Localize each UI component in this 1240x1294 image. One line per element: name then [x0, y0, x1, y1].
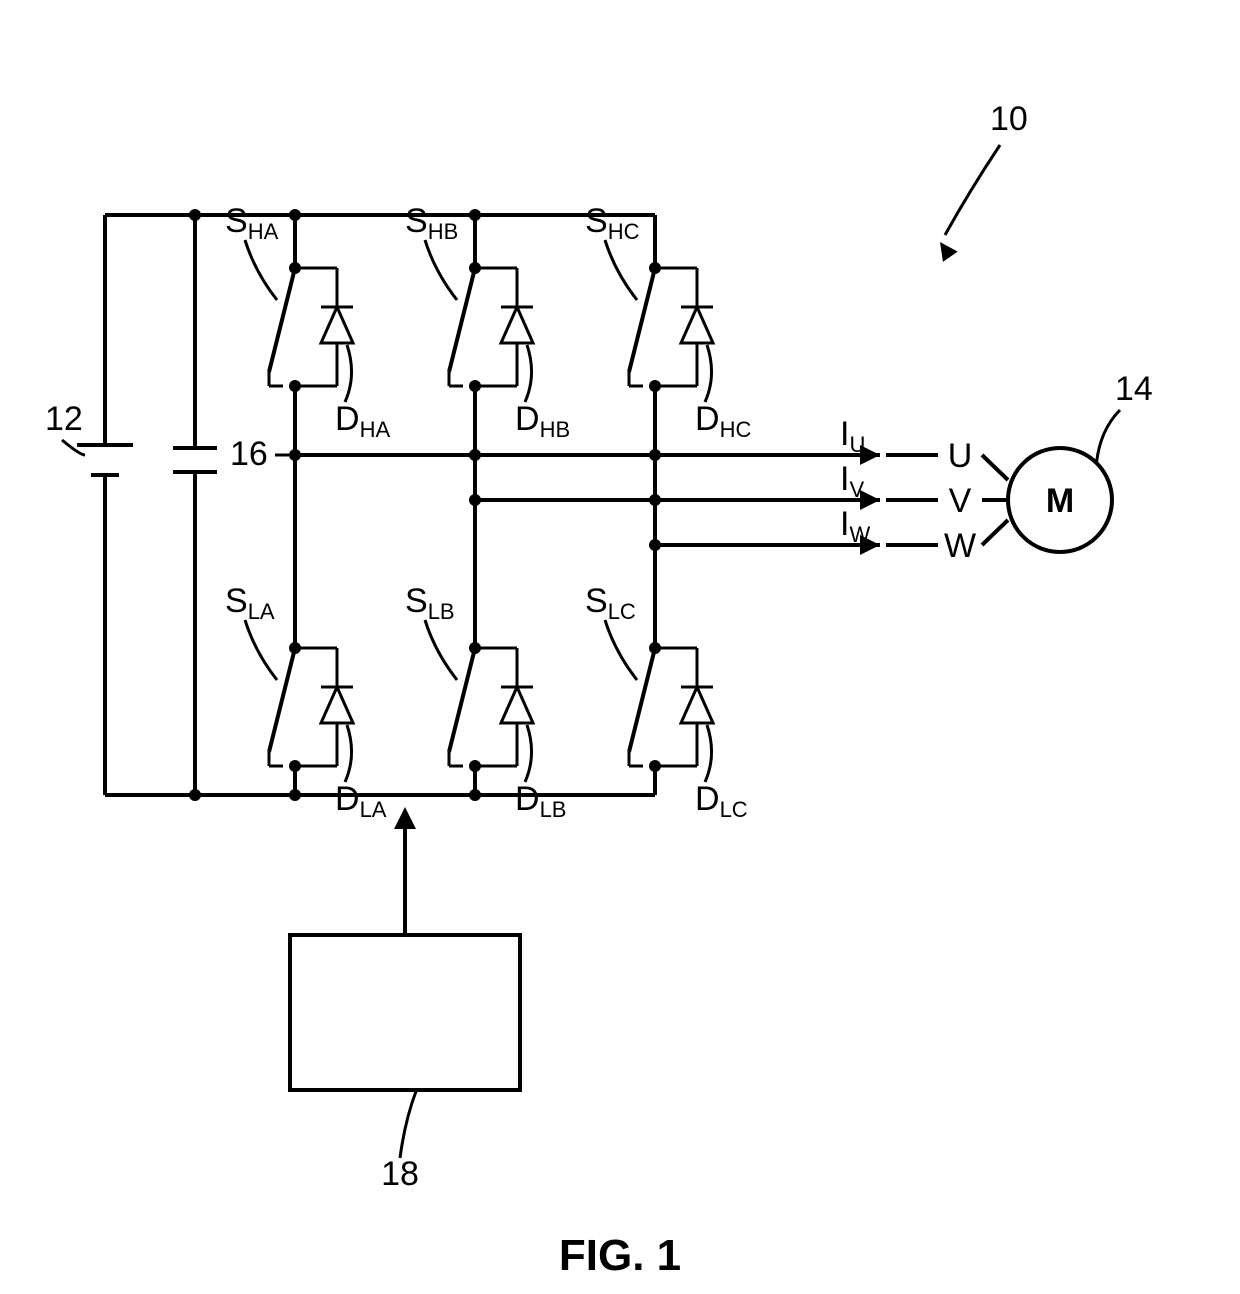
label-S-high-0: SHA — [225, 202, 279, 244]
label-D-low-0: DLA — [335, 780, 387, 822]
phase-terminal-2: W — [944, 527, 976, 565]
controller — [290, 807, 520, 1090]
phase-outputs: IU U IV V IW W — [289, 415, 1008, 565]
phase-terminal-1: V — [949, 482, 972, 520]
inverter-leg-0: SHA SLA DHA DLA — [225, 202, 390, 822]
inverter-leg-1: SHB SLB DHB DLB — [405, 202, 570, 822]
inverter-leg-2: SHC SLC DHC DLC — [585, 202, 751, 822]
label-D-high-2: DHC — [695, 400, 751, 442]
label-current-1: IV — [840, 460, 864, 502]
ref-18: 18 — [381, 1155, 419, 1193]
motor-letter: M — [1046, 482, 1074, 520]
label-current-2: IW — [840, 505, 870, 547]
ref-14: 14 — [1115, 370, 1153, 408]
label-D-high-0: DHA — [335, 400, 390, 442]
label-S-high-2: SHC — [585, 202, 640, 244]
label-S-low-0: SLA — [225, 582, 275, 624]
label-S-low-1: SLB — [405, 582, 455, 624]
ref-10: 10 — [990, 100, 1028, 138]
phase-terminal-0: U — [948, 437, 973, 475]
label-D-low-2: DLC — [695, 780, 748, 822]
inverter-bridge: SHA SLA DHA DLA SHB SLB DHB DLB SHC SLC DHC DLC — [225, 202, 751, 822]
label-S-low-2: SLC — [585, 582, 636, 624]
label-current-0: IU — [840, 415, 865, 457]
figure-title: FIG. 1 — [559, 1231, 681, 1280]
ref-12: 12 — [45, 400, 83, 438]
ref-16: 16 — [230, 435, 268, 473]
dc-rails — [77, 215, 655, 795]
dc-link-capacitor — [173, 209, 217, 801]
label-D-low-1: DLB — [515, 780, 566, 822]
label-D-high-1: DHB — [515, 400, 570, 442]
label-S-high-1: SHB — [405, 202, 458, 244]
reference-numerals: 10 12 14 16 18 — [45, 100, 1153, 1193]
